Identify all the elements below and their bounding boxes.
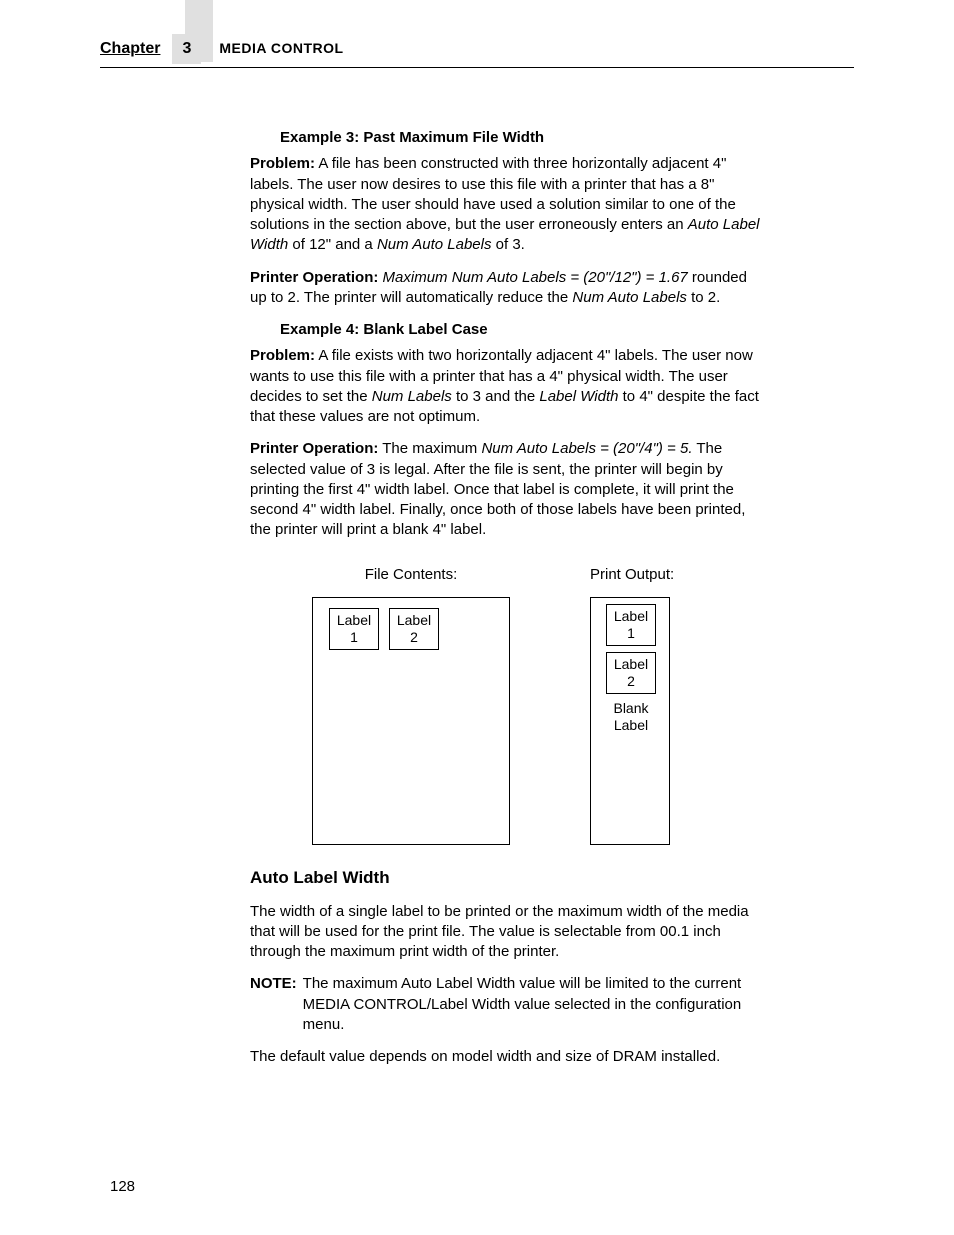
problem-label: Problem: — [250, 347, 315, 364]
text: to 3 and the — [452, 388, 540, 405]
print-output-title: Print Output: — [590, 565, 674, 585]
print-label-1-box: Label 1 — [606, 604, 656, 646]
chapter-number: 3 — [172, 34, 201, 64]
text: A file has been constructed with three h… — [250, 155, 736, 233]
note-label: NOTE: — [250, 974, 297, 1035]
example4-heading: Example 4: Blank Label Case — [280, 320, 760, 340]
italic: Label Width — [539, 388, 618, 405]
po-label: Printer Operation: — [250, 440, 378, 457]
auto-label-width-title: Auto Label Width — [250, 867, 760, 890]
print-output-column: Print Output: Label 1 Label 2 Blank Labe… — [590, 565, 674, 845]
file-contents-box: Label 1 Label 2 — [312, 597, 510, 845]
label-2-text: Label 2 — [397, 612, 431, 646]
problem-label: Problem: — [250, 155, 315, 172]
label-1-text: Label 1 — [337, 612, 371, 646]
file-contents-title: File Contents: — [312, 565, 510, 585]
text: to 2. — [687, 289, 720, 306]
diagram-row: File Contents: Label 1 Label 2 Print Out… — [312, 565, 760, 845]
example4-printer-op: Printer Operation: The maximum Num Auto … — [250, 439, 760, 540]
text: of 3. — [491, 236, 524, 253]
text: The maximum — [378, 440, 481, 457]
page-number: 128 — [110, 1178, 135, 1195]
file-contents-column: File Contents: Label 1 Label 2 — [312, 565, 510, 845]
note-block: NOTE: The maximum Auto Label Width value… — [250, 974, 760, 1035]
page-header: Chapter 3 MEDIA CONTROL — [100, 34, 854, 68]
auto-label-para2: The default value depends on model width… — [250, 1047, 760, 1067]
chapter-word: Chapter — [100, 40, 160, 58]
example3-problem: Problem: A file has been constructed wit… — [250, 154, 760, 255]
italic: Num Labels — [372, 388, 452, 405]
example3-printer-op: Printer Operation: Maximum Num Auto Labe… — [250, 268, 760, 309]
italic: Num Auto Labels — [572, 289, 687, 306]
text: of 12" and a — [288, 236, 377, 253]
po-label: Printer Operation: — [250, 269, 378, 286]
note-body: The maximum Auto Label Width value will … — [303, 974, 760, 1035]
italic: Num Auto Labels — [377, 236, 492, 253]
example4-problem: Problem: A file exists with two horizont… — [250, 346, 760, 427]
print-label-1-text: Label 1 — [614, 608, 648, 642]
page-content: Example 3: Past Maximum File Width Probl… — [250, 128, 760, 1079]
print-blank-label: Blank Label — [606, 700, 656, 734]
print-label-2-text: Label 2 — [614, 656, 648, 690]
print-output-box: Label 1 Label 2 Blank Label — [590, 597, 670, 845]
label-2-box: Label 2 — [389, 608, 439, 650]
italic: Maximum Num Auto Labels = (20"/12") = 1.… — [378, 269, 687, 286]
auto-label-para1: The width of a single label to be printe… — [250, 902, 760, 963]
example3-heading: Example 3: Past Maximum File Width — [280, 128, 760, 148]
section-title-header: MEDIA CONTROL — [219, 40, 343, 56]
label-1-box: Label 1 — [329, 608, 379, 650]
print-label-2-box: Label 2 — [606, 652, 656, 694]
italic: Num Auto Labels = (20"/4") = 5. — [481, 440, 692, 457]
